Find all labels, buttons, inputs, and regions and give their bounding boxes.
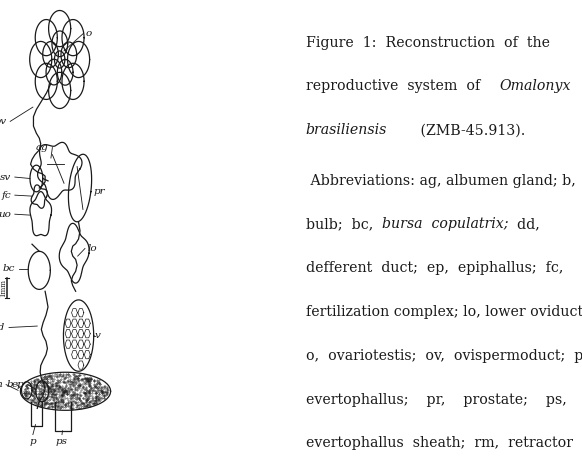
Text: Omalonyx: Omalonyx: [499, 79, 570, 93]
Text: defferent  duct;  ep,  epiphallus;  fc,: defferent duct; ep, epiphallus; fc,: [306, 261, 563, 275]
Text: ag: ag: [36, 143, 49, 152]
Text: lo: lo: [87, 244, 97, 253]
Text: ps: ps: [56, 437, 68, 446]
Text: bulb;  bc,: bulb; bc,: [306, 218, 382, 231]
Text: Figure  1:  Reconstruction  of  the: Figure 1: Reconstruction of the: [306, 36, 549, 50]
Text: 1mm: 1mm: [0, 279, 7, 297]
Text: (ZMB-45.913).: (ZMB-45.913).: [416, 123, 526, 137]
Text: dd: dd: [0, 323, 5, 332]
Text: m: m: [0, 380, 2, 389]
Text: fertilization complex; lo, lower oviduct;: fertilization complex; lo, lower oviduct…: [306, 305, 582, 319]
Text: evertophallus;    pr,    prostate;    ps,: evertophallus; pr, prostate; ps,: [306, 393, 566, 407]
Text: v: v: [95, 331, 101, 340]
Text: sv: sv: [0, 173, 11, 181]
Text: uo: uo: [0, 210, 11, 218]
Text: reproductive  system  of: reproductive system of: [306, 79, 489, 93]
Text: o: o: [86, 29, 92, 38]
Text: p: p: [30, 437, 36, 446]
Text: b: b: [6, 380, 13, 389]
Text: brasiliensis: brasiliensis: [306, 123, 387, 137]
Text: dd,: dd,: [508, 218, 540, 231]
Text: pr: pr: [93, 187, 105, 196]
Text: ep: ep: [11, 380, 24, 389]
Text: bc: bc: [3, 265, 15, 273]
Text: evertophallus  sheath;  rm,  retractor: evertophallus sheath; rm, retractor: [306, 436, 573, 450]
Text: o,  ovariotestis;  ov,  ovispermoduct;  p,: o, ovariotestis; ov, ovispermoduct; p,: [306, 349, 582, 363]
Text: fc: fc: [1, 191, 11, 199]
Text: bursa  copulatrix;: bursa copulatrix;: [382, 218, 508, 231]
Text: ov: ov: [0, 117, 6, 126]
Text: Abbreviations: ag, albumen gland; b,: Abbreviations: ag, albumen gland; b,: [306, 174, 575, 188]
